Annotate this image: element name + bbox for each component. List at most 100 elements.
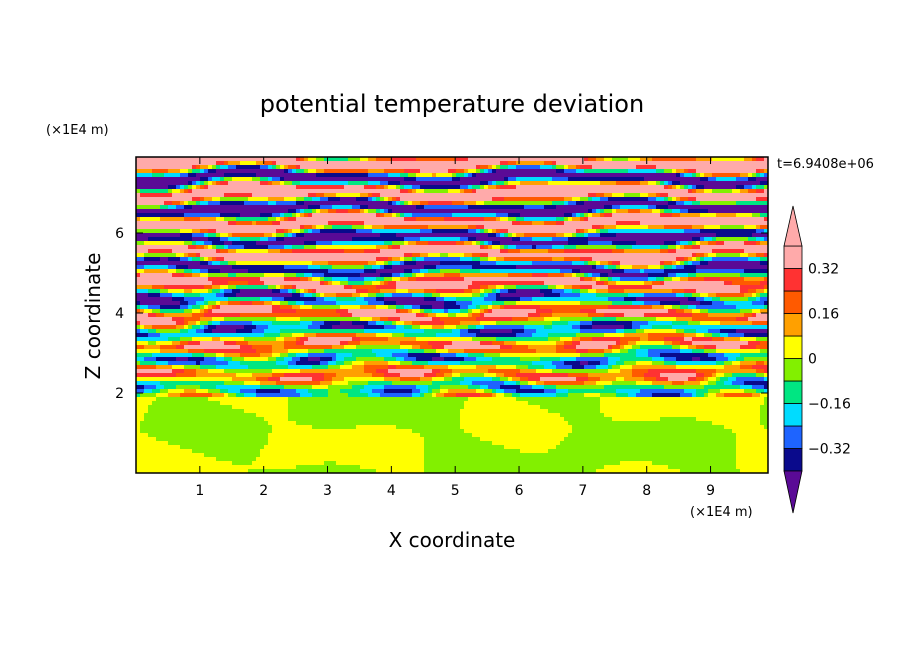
contour-cell [684, 337, 693, 342]
contour-cell [176, 321, 185, 326]
contour-cell [352, 337, 361, 342]
contour-cell [224, 245, 229, 250]
contour-cell [564, 245, 577, 250]
contour-cell [296, 197, 305, 202]
contour-cell [380, 209, 385, 214]
contour-cell [596, 289, 609, 294]
contour-cell [384, 385, 417, 390]
contour-cell [472, 433, 569, 438]
contour-cell [652, 305, 665, 310]
contour-cell [368, 209, 377, 214]
contour-cell [176, 205, 185, 210]
contour-cell [268, 197, 285, 202]
contour-cell [736, 213, 753, 218]
contour-cell [184, 201, 189, 206]
contour-cell [384, 225, 429, 230]
contour-cell [568, 241, 589, 246]
contour-cell [144, 345, 161, 350]
contour-cell [460, 329, 469, 334]
contour-cell [380, 265, 385, 270]
contour-cell [168, 265, 177, 270]
contour-cell [496, 181, 505, 186]
contour-cell [160, 309, 185, 314]
contour-cell [648, 181, 657, 186]
contour-cell [284, 213, 293, 218]
contour-cell [220, 213, 241, 218]
contour-cell [360, 305, 377, 310]
contour-cell [544, 281, 597, 286]
contour-cell [244, 245, 269, 250]
contour-cell [528, 365, 545, 370]
contour-cell [676, 245, 681, 250]
contour-cell [340, 321, 353, 326]
contour-cell [672, 325, 768, 330]
contour-cell [428, 361, 461, 366]
x-unit-label: (×1E4 m) [690, 505, 753, 520]
contour-cell [740, 309, 753, 314]
contour-cell [184, 273, 193, 278]
contour-cell [512, 317, 529, 322]
contour-cell [656, 169, 665, 174]
contour-cell [160, 333, 265, 338]
contour-cell [740, 337, 757, 342]
contour-cell [704, 297, 713, 302]
contour-cell [668, 309, 677, 314]
contour-cell [332, 277, 349, 282]
contour-cell [356, 425, 397, 430]
contour-cell [520, 181, 549, 186]
contour-cell [188, 265, 233, 270]
contour-cell [136, 293, 149, 298]
contour-cell [244, 409, 289, 414]
contour-cell [460, 257, 473, 262]
contour-cell [192, 169, 201, 174]
contour-cell [288, 209, 297, 214]
contour-cell [384, 357, 397, 362]
contour-cell [144, 265, 169, 270]
contour-cell [188, 329, 197, 334]
contour-cell [160, 381, 225, 386]
contour-cell [624, 325, 633, 330]
contour-cell [312, 209, 317, 214]
contour-cell [484, 241, 489, 246]
contour-cell [612, 269, 625, 274]
contour-cell [184, 253, 189, 258]
contour-cell [408, 289, 425, 294]
contour-cell [404, 321, 413, 326]
contour-cell [292, 293, 301, 298]
contour-cell [312, 229, 321, 234]
contour-cell [136, 433, 149, 438]
contour-cell [556, 445, 737, 450]
contour-cell [568, 393, 585, 398]
contour-cell [756, 197, 768, 202]
contour-cell [280, 389, 297, 394]
contour-cell [388, 209, 393, 214]
contour-cell [384, 389, 413, 394]
contour-cell [680, 301, 701, 306]
x-tick-label: 1 [195, 483, 204, 499]
contour-cell [208, 305, 213, 310]
contour-cell [368, 321, 377, 326]
contour-cell [460, 361, 533, 366]
contour-cell [512, 393, 521, 398]
contour-cell [736, 445, 768, 450]
contour-cell [544, 221, 557, 226]
contour-cell [424, 349, 437, 354]
contour-cell [588, 377, 601, 382]
contour-cell [508, 161, 517, 166]
contour-cell [732, 189, 741, 194]
contour-cell [484, 309, 489, 314]
contour-cell [676, 249, 713, 254]
contour-cell [312, 225, 317, 230]
contour-cell [680, 213, 701, 218]
contour-cell [696, 333, 705, 338]
contour-cell [556, 345, 565, 350]
contour-cell [552, 165, 557, 170]
contour-cell [196, 361, 201, 366]
contour-cell [548, 181, 601, 186]
contour-cell [420, 389, 429, 394]
contour-cell [288, 217, 297, 222]
contour-cell [304, 169, 309, 174]
contour-cell [364, 329, 425, 334]
contour-cell [332, 357, 337, 362]
contour-cell [136, 305, 141, 310]
